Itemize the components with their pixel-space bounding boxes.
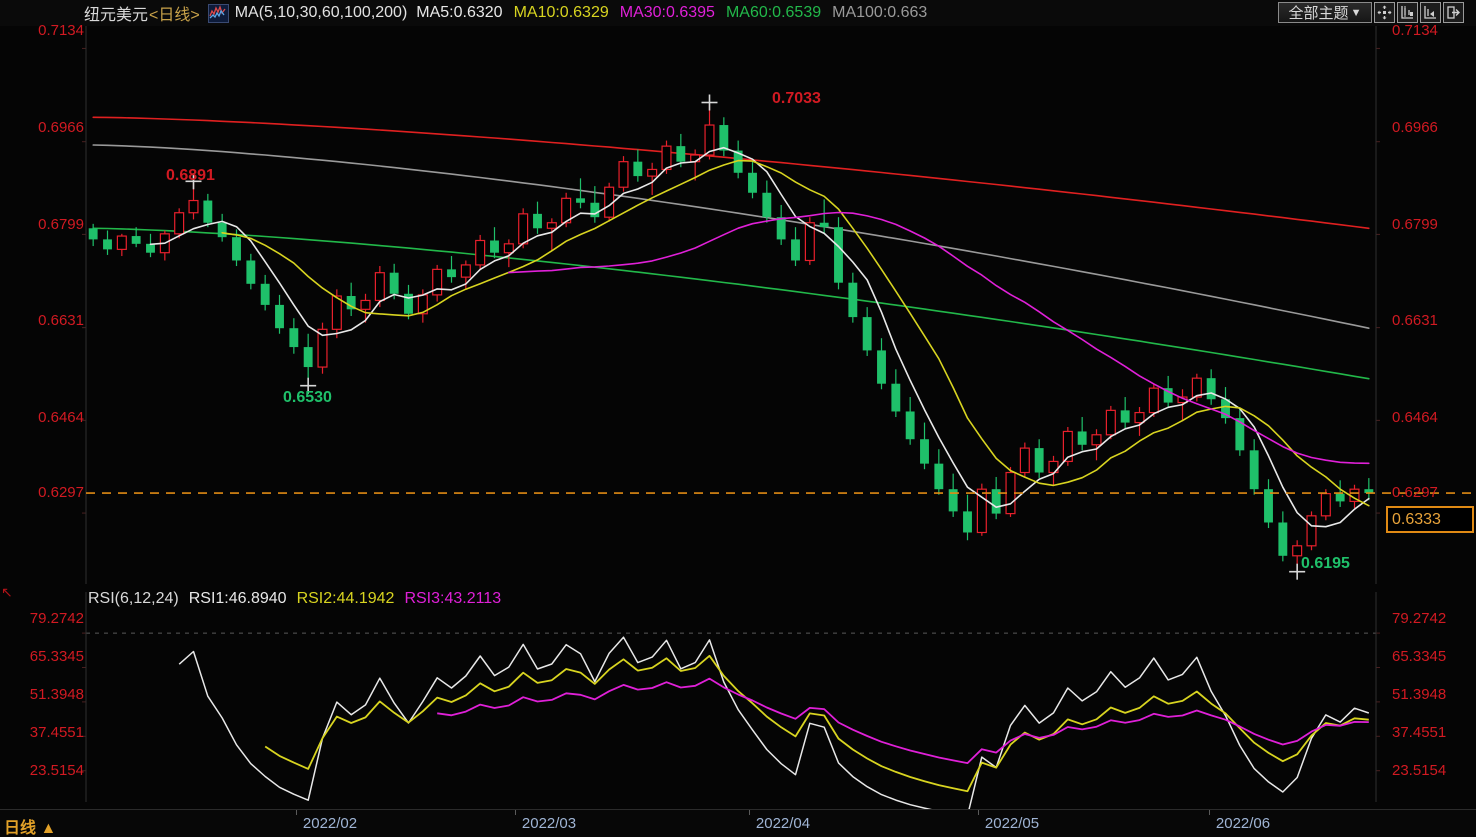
rsi-axis-label-right: 51.3948 xyxy=(1392,686,1447,703)
price-chart-canvas xyxy=(82,26,1476,584)
rsi-axis-label-right: 79.2742 xyxy=(1392,610,1447,627)
date-tick-mark xyxy=(749,810,750,815)
price-axis-label-left: 0.6297 xyxy=(38,484,84,501)
date-tick: 2022/06 xyxy=(1215,815,1271,832)
current-price-value: 0.6333 xyxy=(1392,510,1441,528)
price-axis-label-right: 0.6297 xyxy=(1392,484,1438,501)
rsi-axis-label-left: 23.5154 xyxy=(29,762,84,779)
date-tick: 2022/03 xyxy=(521,815,577,832)
expand-right-icon[interactable] xyxy=(1443,2,1464,23)
price-axis-label-left: 0.6464 xyxy=(38,409,84,426)
annotation-low-1: 0.6530 xyxy=(283,389,332,406)
price-axis-label-left: 0.6966 xyxy=(38,119,84,136)
rsi-axis-label-left: 37.4551 xyxy=(29,724,84,741)
crosshair-icon[interactable] xyxy=(1374,2,1395,23)
date-tick: 2022/05 xyxy=(984,815,1040,832)
chart-header: 纽元美元 <日线> MA(5,10,30,60,100,200) MA5:0.6… xyxy=(0,0,1476,26)
theme-selector[interactable]: 全部主题 ▼ xyxy=(1278,2,1372,23)
rsi-axis-label-left: 65.3345 xyxy=(29,648,84,665)
ma100-value: MA100:0.663 xyxy=(832,4,928,21)
rsi-indicator-title[interactable]: RSI(6,12,24) xyxy=(88,590,179,607)
price-axis-label-right: 0.6464 xyxy=(1392,409,1438,426)
time-axis-bar: 日线 ▲ 2022/02 2022/03 2022/04 2022/05 202… xyxy=(0,809,1476,837)
rsi-axis-label-right: 23.5154 xyxy=(1392,762,1447,779)
date-tick-mark xyxy=(1209,810,1210,815)
symbol-name[interactable]: 纽元美元 xyxy=(84,7,149,24)
date-tick-mark xyxy=(296,810,297,815)
rsi-chart-panel[interactable]: ↖ RSI(6,12,24) RSI1:46.8940 RSI2:44.1942… xyxy=(0,584,1476,809)
ma5-value: MA5:0.6320 xyxy=(416,4,503,21)
price-axis-label-right: 0.6966 xyxy=(1392,119,1438,136)
period-tag[interactable]: 日线 ▲ xyxy=(4,820,57,837)
rsi2-value: RSI2:44.1942 xyxy=(296,590,395,607)
date-tick-mark xyxy=(515,810,516,815)
rsi-axis-label-left: 79.2742 xyxy=(29,610,84,627)
price-axis-label-right: 0.7134 xyxy=(1392,22,1438,39)
annotation-high-1: 0.6891 xyxy=(166,167,215,184)
price-axis-label-right: 0.6631 xyxy=(1392,312,1438,329)
chart-shift-icon[interactable] xyxy=(1420,2,1441,23)
theme-selector-label: 全部主题 xyxy=(1288,5,1349,22)
price-axis-label-left: 0.7134 xyxy=(38,22,84,39)
rsi-chart-canvas xyxy=(82,592,1380,809)
date-tick: 2022/02 xyxy=(302,815,358,832)
rsi-axis-label-right: 37.4551 xyxy=(1392,724,1447,741)
ma30-value: MA30:0.6395 xyxy=(619,4,715,21)
price-axis-label-left: 0.6799 xyxy=(38,216,84,233)
rsi-axis-label-right: 65.3345 xyxy=(1392,648,1447,665)
toolbar xyxy=(1374,2,1464,23)
rsi3-value: RSI3:43.2113 xyxy=(404,590,502,607)
ma-indicator-title[interactable]: MA(5,10,30,60,100,200) xyxy=(234,4,408,21)
rsi-corner-marker: ↖ xyxy=(1,584,13,600)
ma60-value: MA60:0.6539 xyxy=(725,4,822,21)
symbol-period[interactable]: <日线> xyxy=(149,7,200,24)
rsi-axis-label-left: 51.3948 xyxy=(29,686,84,703)
price-chart-panel[interactable]: 0.7134 0.6966 0.6799 0.6631 0.6464 0.629… xyxy=(0,22,1476,584)
annotation-low-2: 0.6195 xyxy=(1301,555,1350,572)
price-axis-label-right: 0.6799 xyxy=(1392,216,1438,233)
date-tick-mark xyxy=(978,810,979,815)
date-tick: 2022/04 xyxy=(755,815,811,832)
rsi-header: RSI(6,12,24) RSI1:46.8940 RSI2:44.1942 R… xyxy=(0,588,501,610)
chart-scale-icon[interactable] xyxy=(1397,2,1418,23)
chevron-down-icon: ▼ xyxy=(1350,6,1362,19)
rsi1-value: RSI1:46.8940 xyxy=(188,590,287,607)
current-price-tag[interactable]: 0.6333 xyxy=(1386,506,1474,534)
annotation-high-2: 0.7033 xyxy=(772,90,821,107)
ma10-value: MA10:0.6329 xyxy=(513,4,609,21)
price-axis-label-left: 0.6631 xyxy=(38,312,84,329)
mini-chart-icon[interactable] xyxy=(207,3,229,23)
